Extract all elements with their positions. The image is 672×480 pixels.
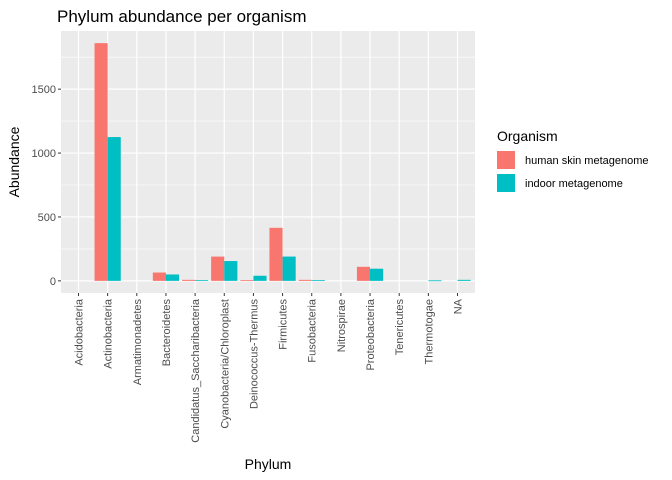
bar <box>166 274 179 280</box>
x-tick-label: Nitrospirae <box>336 299 348 352</box>
chart-title: Phylum abundance per organism <box>57 7 306 26</box>
bar <box>224 261 237 281</box>
x-tick-label: NA <box>453 298 465 314</box>
legend-swatch <box>497 174 515 192</box>
bar <box>312 280 325 281</box>
legend-title: Organism <box>497 128 558 144</box>
bar <box>253 276 266 281</box>
x-tick-label: Bacteroidetes <box>161 299 173 367</box>
x-tick-label: Tenericutes <box>394 299 406 356</box>
x-tick-label: Firmicutes <box>278 299 290 350</box>
legend-swatch <box>497 151 515 169</box>
x-tick-label: Armatimonadetes <box>132 299 144 386</box>
x-tick-label: Actinobacteria <box>103 298 115 369</box>
x-tick-label: Cyanobacteria/Chloroplast <box>219 299 231 429</box>
y-tick-label: 0 <box>50 276 56 288</box>
plot-panel <box>61 31 475 293</box>
legend-label: human skin metagenome <box>525 155 649 167</box>
bar <box>182 280 195 281</box>
bar <box>211 257 224 281</box>
bar <box>299 280 312 281</box>
bar <box>370 269 383 281</box>
y-axis-title: Abundance <box>6 126 22 197</box>
bar <box>458 280 471 281</box>
y-tick-label: 1500 <box>32 84 56 96</box>
legend-label: indoor metagenome <box>525 178 623 190</box>
legend: Organism human skin metagenome indoor met… <box>497 128 649 192</box>
bar <box>153 273 166 281</box>
y-tick-label: 1000 <box>32 148 56 160</box>
x-tick-label: Deinococcus-Thermus <box>248 299 260 410</box>
y-axis: 0 500 1000 1500 <box>32 84 61 288</box>
bar <box>108 137 121 281</box>
bar <box>240 280 253 281</box>
x-tick-label: Fusobacteria <box>307 298 319 362</box>
x-tick-label: Proteobacteria <box>365 298 377 370</box>
bar <box>95 43 108 281</box>
bar <box>428 280 441 281</box>
y-tick-label: 500 <box>38 212 56 224</box>
x-tick-label: Candidatus_Saccharibacteria <box>190 298 202 443</box>
bar <box>269 228 282 281</box>
bar <box>283 257 296 281</box>
x-axis-title: Phylum <box>245 456 292 472</box>
x-tick-label: Acidobacteria <box>73 298 85 366</box>
bar <box>357 267 370 281</box>
x-tick-label: Thermotogae <box>423 299 435 364</box>
x-axis: Acidobacteria Actinobacteria Armatimonadet… <box>73 293 464 443</box>
bar <box>195 280 208 281</box>
